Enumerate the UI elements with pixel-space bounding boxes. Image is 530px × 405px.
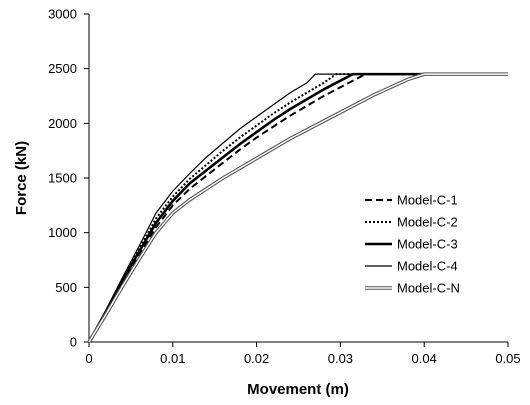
y-tick-label: 0	[70, 335, 77, 350]
series-3-line	[87, 72, 508, 343]
y-tick-label: 1500	[48, 171, 77, 186]
legend-label: Model-C-3	[397, 237, 458, 252]
y-tick-label: 2500	[48, 61, 77, 76]
x-tick-label: 0	[85, 351, 92, 366]
series-layer	[87, 72, 508, 343]
legend-label: Model-C-2	[397, 215, 458, 230]
legend-item: Model-C-2	[365, 215, 458, 230]
x-tick-label: 0.03	[328, 351, 353, 366]
x-tick-label: 0.01	[160, 351, 185, 366]
series-2-line	[88, 73, 508, 343]
legend-label: Model-C-4	[397, 259, 458, 274]
y-tick-label: 2000	[48, 116, 77, 131]
series-4-line	[88, 73, 508, 343]
axes: 0 500 1000 1500 2000 2500 3000 0 0.01 0.02 0.03 0.0…	[48, 7, 521, 367]
y-tick-label: 500	[55, 280, 77, 295]
series-5-line	[87, 72, 508, 343]
series-1-line	[88, 73, 508, 343]
legend-item: Model-C-4	[365, 259, 458, 274]
legend: Model-C-1 Model-C-2 Model-C-3 Model-C-4 Mode…	[365, 193, 460, 296]
legend-item: Model-C-3	[365, 237, 458, 252]
legend-item: Model-C-N	[365, 281, 460, 296]
y-axis-title: Force (kN)	[13, 141, 30, 215]
legend-label: Model-C-1	[397, 193, 458, 208]
x-tick-label: 0.04	[412, 351, 437, 366]
x-axis-title: Movement (m)	[247, 381, 349, 398]
y-tick-label: 3000	[48, 7, 77, 22]
x-tick-label: 0.05	[495, 351, 520, 366]
series-line-outer	[87, 72, 508, 343]
y-tick-label: 1000	[48, 225, 77, 240]
legend-item: Model-C-1	[365, 193, 458, 208]
x-tick-label: 0.02	[244, 351, 269, 366]
series-line-inner	[88, 73, 508, 343]
legend-label: Model-C-N	[397, 281, 460, 296]
